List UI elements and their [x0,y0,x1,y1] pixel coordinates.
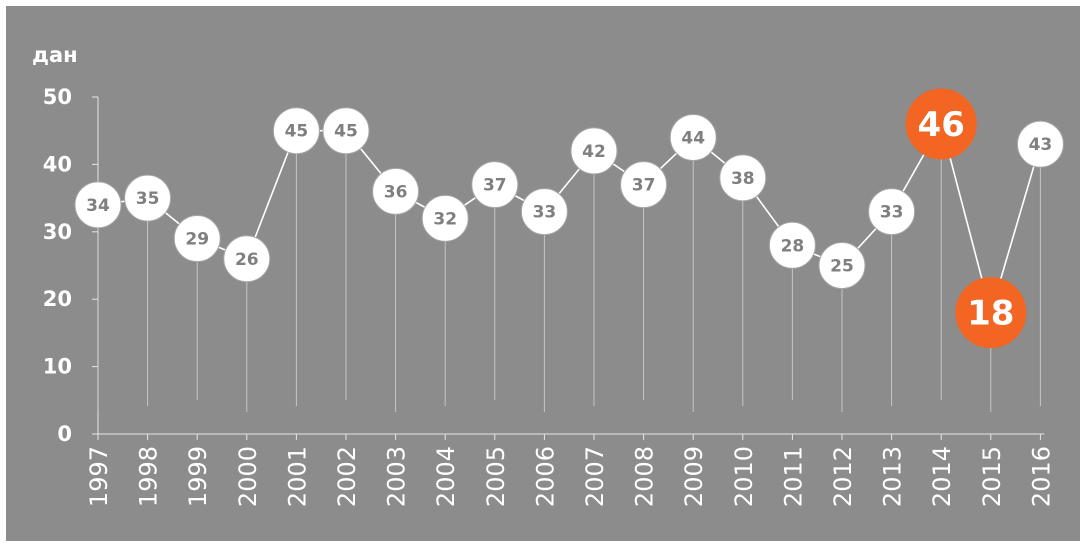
x-tick-label: 2011 [779,446,807,507]
data-point-2004: 32 [421,194,469,242]
data-label: 18 [967,294,1014,334]
x-tick-label: 2014 [928,446,956,507]
data-point-1999: 29 [173,215,221,263]
y-tick-label: 50 [43,85,72,109]
data-label: 35 [136,189,160,209]
data-marker [322,107,370,155]
data-point-2006: 33 [520,188,568,236]
data-label: 43 [1029,135,1053,155]
highlight-marker [905,88,977,160]
data-marker [421,194,469,242]
x-tick-label: 2001 [283,446,311,507]
x-tick-label: 2002 [333,446,361,507]
data-label: 28 [781,236,805,256]
chart-frame: дан 0 10 20 30 40 50 1997 1998 1999 2000 2001 2002 2… [6,6,1080,541]
data-label: 36 [384,182,408,202]
data-point-2008: 37 [620,161,668,209]
x-tick-label: 2003 [383,446,411,507]
highlight-marker [955,277,1027,349]
data-label: 25 [830,257,854,277]
x-tick-label: 2013 [879,446,907,507]
data-point-2007: 42 [570,127,618,175]
data-point-2016: 43 [1016,120,1064,168]
x-tick-label: 2016 [1027,446,1055,507]
data-marker [223,235,271,283]
data-marker [74,181,122,229]
data-label: 44 [681,128,705,148]
data-point-2002: 45 [322,107,370,155]
data-label: 34 [86,196,110,216]
data-point-2003: 36 [372,167,420,215]
x-tick-label: 2008 [631,446,659,507]
data-point-1998: 35 [124,174,172,222]
data-point-2009: 44 [669,113,717,161]
data-label: 29 [185,230,209,250]
data-label: 26 [235,250,259,270]
data-label: 32 [433,209,457,229]
data-label: 37 [632,176,656,196]
x-tick-label: 2000 [234,446,262,507]
data-point-2012: 25 [818,242,866,289]
data-point-2011: 28 [768,221,816,269]
data-point-2000: 26 [223,235,271,283]
data-point-1997: 34 [74,181,122,229]
data-label: 45 [285,122,309,142]
data-point-2010: 38 [719,154,767,202]
x-tick-label: 1998 [135,446,163,507]
data-marker [520,188,568,236]
data-marker [620,161,668,209]
data-label: 42 [582,142,606,162]
data-marker [669,113,717,161]
x-tick-label: 2004 [432,446,460,507]
y-axis-label: дан [32,43,78,67]
data-label: 46 [918,105,965,145]
y-tick-label: 10 [43,355,72,379]
data-marker [173,215,221,263]
data-marker [372,167,420,215]
x-tick-label: 2015 [978,446,1006,507]
x-tick-label: 2010 [730,446,758,507]
data-marker [1016,120,1064,168]
x-tick-label: 2012 [829,446,857,507]
data-point-2005: 37 [471,161,519,209]
x-tick-label: 2005 [482,446,510,507]
x-tick-label: 2009 [680,446,708,507]
x-tick-label: 1999 [184,446,212,507]
y-tick-label: 30 [43,220,72,244]
data-point-2014: 46 [905,88,977,160]
data-marker [868,188,916,236]
chart-svg: дан 0 10 20 30 40 50 1997 1998 1999 2000 2001 2002 2… [32,43,1064,507]
x-tick-label: 2006 [531,446,559,507]
data-point-2013: 33 [868,188,916,236]
y-tick-label: 0 [57,422,72,446]
data-marker [272,107,320,155]
data-marker [471,161,519,209]
x-tick-label: 2007 [581,446,609,507]
data-marker [719,154,767,202]
data-label: 37 [483,176,507,196]
data-marker [768,221,816,269]
data-point-2015: 18 [955,277,1027,349]
data-label: 38 [731,169,755,189]
data-label: 33 [880,203,904,223]
y-tick-label: 40 [43,152,72,176]
data-point-2001: 45 [272,107,320,155]
y-tick-label: 20 [43,287,72,311]
data-marker [818,242,866,289]
data-label: 45 [334,122,358,142]
x-tick-label: 1997 [85,446,113,507]
data-marker [124,174,172,222]
data-label: 33 [533,203,557,223]
data-marker [570,127,618,175]
